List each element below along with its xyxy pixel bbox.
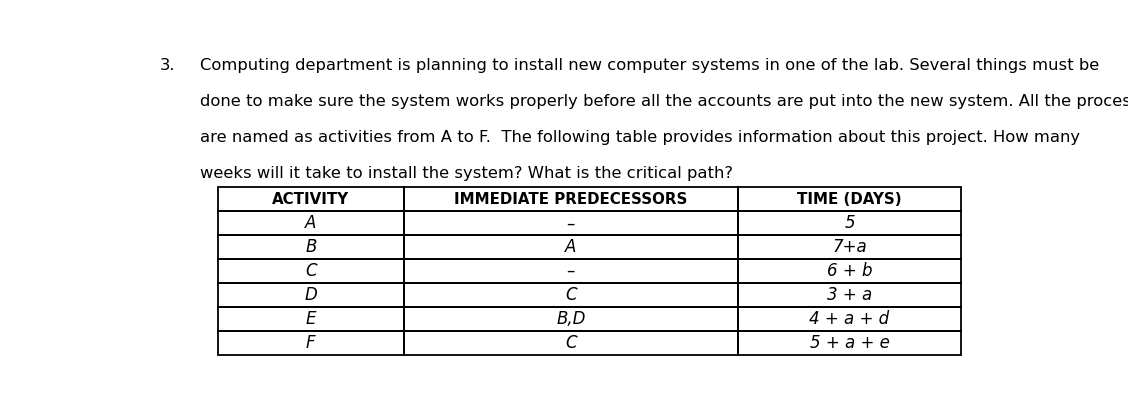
Text: A: A (565, 238, 576, 256)
Text: –: – (566, 262, 575, 280)
Text: 5: 5 (844, 214, 855, 232)
Text: C: C (565, 334, 576, 352)
Text: weeks will it take to install the system? What is the critical path?: weeks will it take to install the system… (201, 166, 733, 181)
Text: A: A (306, 214, 317, 232)
Text: D: D (305, 286, 317, 304)
Text: E: E (306, 310, 316, 328)
Text: IMMEDIATE PREDECESSORS: IMMEDIATE PREDECESSORS (455, 192, 688, 207)
Text: ACTIVITY: ACTIVITY (272, 192, 350, 207)
Text: 3 + a: 3 + a (827, 286, 872, 304)
Text: C: C (565, 286, 576, 304)
Text: Computing department is planning to install new computer systems in one of the l: Computing department is planning to inst… (201, 58, 1100, 73)
Text: –: – (566, 214, 575, 232)
Text: 3.: 3. (160, 58, 176, 73)
Text: 5 + a + e: 5 + a + e (810, 334, 890, 352)
Text: B: B (306, 238, 317, 256)
Text: 6 + b: 6 + b (827, 262, 872, 280)
Text: C: C (305, 262, 317, 280)
Text: TIME (DAYS): TIME (DAYS) (797, 192, 902, 207)
Text: are named as activities from A to F.  The following table provides information a: are named as activities from A to F. The… (201, 130, 1081, 145)
Text: done to make sure the system works properly before all the accounts are put into: done to make sure the system works prope… (201, 94, 1128, 109)
Text: 4 + a + d: 4 + a + d (810, 310, 890, 328)
Text: B,D: B,D (556, 310, 585, 328)
Text: F: F (306, 334, 316, 352)
Text: 7+a: 7+a (832, 238, 867, 256)
